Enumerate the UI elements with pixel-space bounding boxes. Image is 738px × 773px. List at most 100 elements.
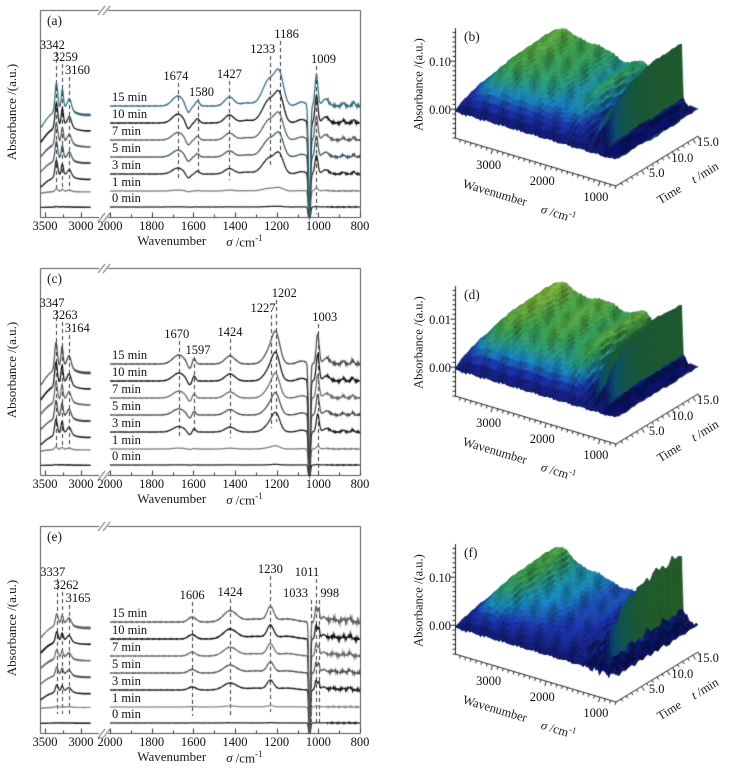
peak-wavenumber-label: 1580 bbox=[189, 85, 214, 99]
peak-wavenumber-label: 1033 bbox=[282, 586, 308, 600]
time-label: 5 min bbox=[112, 141, 141, 155]
wavenumber-tick-label: 3000 bbox=[476, 158, 502, 173]
time-tick-label: 15.0 bbox=[696, 135, 719, 150]
peak-wavenumber-label: 1424 bbox=[217, 325, 243, 339]
z-tick-label: 0.10 bbox=[429, 571, 451, 585]
time-tick-label: 10.0 bbox=[671, 408, 694, 423]
x-tick-label: 1200 bbox=[264, 735, 290, 749]
x-tick-label: 1000 bbox=[305, 735, 331, 749]
x-tick-label: 3000 bbox=[68, 477, 94, 491]
x-tick-label: 1000 bbox=[305, 219, 331, 233]
time-tick-label: 10.0 bbox=[671, 666, 694, 681]
time-label: 10 min bbox=[112, 365, 148, 379]
peak-wavenumber-label: 1233 bbox=[250, 42, 276, 56]
peak-wavenumber-label: 3342 bbox=[39, 38, 65, 52]
time-label: 7 min bbox=[112, 382, 141, 396]
x-tick-label: 3000 bbox=[68, 219, 94, 233]
peak-wavenumber-label: 998 bbox=[320, 586, 340, 600]
x-tick-label: 1400 bbox=[222, 477, 248, 491]
peak-wavenumber-label: 1230 bbox=[257, 562, 283, 576]
x-tick-label: 2000 bbox=[97, 735, 123, 749]
panel-label-c: (c) bbox=[47, 271, 62, 286]
wavenumber-tick-label: 3000 bbox=[476, 674, 502, 689]
peak-wavenumber-label: 3347 bbox=[39, 296, 65, 310]
x-tick-label: 1200 bbox=[264, 477, 290, 491]
x-tick-label: 1000 bbox=[305, 477, 331, 491]
x-tick-label: 3500 bbox=[32, 477, 58, 491]
panel-label-b: (b) bbox=[464, 29, 480, 44]
time-label: 5 min bbox=[112, 657, 141, 671]
peak-wavenumber-label: 1427 bbox=[216, 67, 242, 81]
x-tick-label: 2000 bbox=[97, 219, 123, 233]
z-axis-title-d: Absorbance /(a.u.) bbox=[411, 296, 426, 389]
time-label: 7 min bbox=[112, 124, 141, 138]
time-label: 15 min bbox=[112, 606, 148, 620]
y-axis-title-e: Absorbance /(a.u.) bbox=[4, 579, 19, 677]
y-axis-title-a: Absorbance /(a.u.) bbox=[4, 63, 19, 161]
time-tick-label: 15.0 bbox=[696, 651, 719, 666]
y-axis-title-c: Absorbance /(a.u.) bbox=[4, 321, 19, 419]
surface-canvas-f bbox=[369, 516, 738, 773]
peak-wavenumber-label: 1670 bbox=[164, 327, 190, 341]
spectra-canvas-a bbox=[0, 0, 369, 258]
time-label: 0 min bbox=[112, 191, 141, 205]
z-tick-label: 0.10 bbox=[429, 55, 451, 69]
x-tick-label: 1600 bbox=[180, 735, 206, 749]
time-tick-label: 10.0 bbox=[671, 150, 694, 165]
x-tick-label: 800 bbox=[350, 477, 370, 491]
x-tick-label: 1800 bbox=[139, 219, 165, 233]
x-tick-label: 1800 bbox=[139, 477, 165, 491]
panel-label-a: (a) bbox=[47, 13, 62, 28]
peak-wavenumber-label: 3262 bbox=[53, 578, 79, 592]
x-tick-label: 3500 bbox=[32, 735, 58, 749]
panel-f-surface: (f) Absorbance /(a.u.) Wavenumber σ/cm-1… bbox=[369, 516, 738, 773]
panel-c-spectra: (c) Absorbance /(a.u.) Wavenumber σ/cm-1… bbox=[0, 258, 369, 516]
time-label: 10 min bbox=[112, 107, 148, 121]
x-axis-title-a: Wavenumber σ/cm-1 bbox=[40, 233, 360, 250]
z-tick-label: 0.00 bbox=[429, 619, 451, 633]
time-label: 7 min bbox=[112, 640, 141, 654]
x-tick-label: 1200 bbox=[264, 219, 290, 233]
wavenumber-tick-label: 1000 bbox=[583, 448, 609, 463]
x-tick-label: 1400 bbox=[222, 219, 248, 233]
peak-wavenumber-label: 1186 bbox=[274, 27, 299, 41]
z-tick-label: 0.00 bbox=[429, 103, 451, 117]
x-tick-label: 1800 bbox=[139, 735, 165, 749]
panel-e-spectra: (e) Absorbance /(a.u.) Wavenumber σ/cm-1… bbox=[0, 516, 369, 773]
z-tick-label: 0.01 bbox=[429, 313, 451, 327]
x-axis-word: Wavenumber bbox=[137, 491, 207, 506]
wavenumber-tick-label: 1000 bbox=[583, 706, 609, 721]
x-tick-label: 800 bbox=[350, 735, 370, 749]
peak-wavenumber-label: 1011 bbox=[294, 565, 320, 579]
peak-wavenumber-label: 1674 bbox=[163, 69, 189, 83]
z-axis-title-b: Absorbance /(a.u.) bbox=[411, 38, 426, 131]
time-label: 15 min bbox=[112, 348, 148, 362]
wavenumber-tick-label: 2000 bbox=[529, 432, 555, 447]
x-tick-label: 800 bbox=[350, 219, 370, 233]
time-tick-label: 5.0 bbox=[648, 424, 665, 439]
spectra-canvas-c bbox=[0, 258, 369, 516]
panel-a-spectra: (a) Absorbance /(a.u.) Wavenumber σ/cm-1… bbox=[0, 0, 369, 258]
time-label: 0 min bbox=[112, 449, 141, 463]
panel-label-e: (e) bbox=[47, 529, 62, 544]
x-axis-title-c: Wavenumber σ/cm-1 bbox=[40, 491, 360, 508]
x-axis-unit: σ/cm-1 bbox=[226, 233, 263, 250]
spectra-canvas-e bbox=[0, 516, 369, 773]
time-tick-label: 15.0 bbox=[696, 393, 719, 408]
x-axis-unit: σ/cm-1 bbox=[226, 491, 263, 508]
x-tick-label: 2000 bbox=[97, 477, 123, 491]
time-label: 3 min bbox=[112, 416, 141, 430]
time-label: 0 min bbox=[112, 707, 141, 721]
z-axis-title-f: Absorbance /(a.u.) bbox=[411, 554, 426, 647]
x-axis-word: Wavenumber bbox=[137, 233, 207, 248]
peak-wavenumber-label: 1606 bbox=[179, 588, 205, 602]
peak-wavenumber-label: 1009 bbox=[310, 52, 336, 66]
x-tick-label: 1400 bbox=[222, 735, 248, 749]
time-tick-label: 5.0 bbox=[648, 682, 665, 697]
time-label: 1 min bbox=[112, 175, 141, 189]
panel-label-f: (f) bbox=[464, 545, 478, 560]
peak-wavenumber-label: 1202 bbox=[271, 286, 297, 300]
panel-d-surface: (d) Absorbance /(a.u.) Wavenumber σ/cm-1… bbox=[369, 258, 738, 516]
wavenumber-tick-label: 3000 bbox=[476, 416, 502, 431]
